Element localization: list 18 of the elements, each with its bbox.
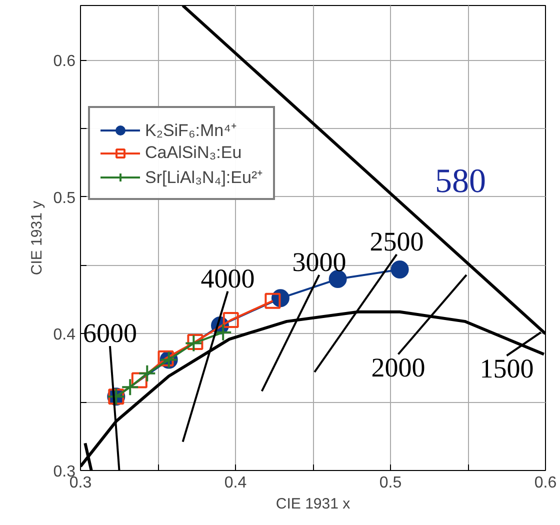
x-tick-label: 0.6 — [534, 474, 557, 492]
series-label: 3000 — [292, 246, 346, 277]
y-axis-title: CIE 1931 y — [28, 200, 46, 276]
legend-label: Sr[LiAl₃N₄]:Eu²⁺ — [145, 167, 264, 188]
legend-label: K₂SiF₆:Mn⁴⁺ — [145, 120, 237, 141]
series-label: 4000 — [200, 263, 255, 294]
legend-label: CaAlSiN₃:Eu — [145, 143, 242, 163]
x-axis-title: CIE 1931 x — [276, 496, 351, 512]
y-tick-label: 0.6 — [53, 53, 76, 70]
y-tick-label: 0.4 — [53, 326, 76, 344]
series-label: 1500 — [480, 354, 534, 384]
legend-label: 6000 — [82, 318, 137, 348]
y-tick-label: 0.5 — [53, 190, 76, 207]
annotation: 580 — [435, 163, 486, 200]
series-label: 2000 — [371, 352, 426, 382]
x-tick-label: 0.4 — [224, 474, 247, 492]
x-tick-label: 0.5 — [379, 474, 402, 492]
series-label: 2500 — [370, 226, 424, 256]
